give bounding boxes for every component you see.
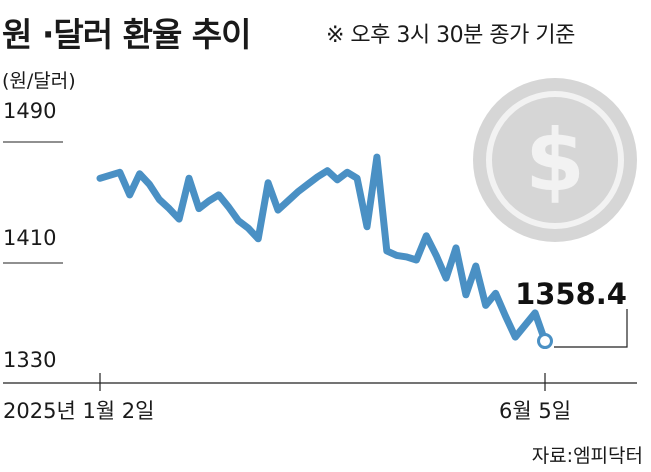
- y-tick-label: 1490: [3, 99, 57, 123]
- chart-title: 원 ·달러 환율 추이: [2, 15, 252, 54]
- svg-text:$: $: [525, 111, 585, 211]
- series-line: [96, 153, 549, 345]
- y-tick-label: 1410: [3, 226, 57, 250]
- series-points: [537, 333, 553, 350]
- x-tick-label-start: 2025년 1월 2일: [3, 399, 155, 423]
- x-tick-label-end: 6월 5일: [499, 399, 572, 423]
- dollar-coin-icon: $: [473, 78, 637, 242]
- last-value-label: 1358.4: [515, 277, 627, 311]
- callout-leader-line: [554, 309, 628, 348]
- chart-note: ※ 오후 3시 30분 종가 기준: [326, 23, 575, 48]
- last-data-point: [537, 333, 553, 350]
- y-tick-label: 1330: [3, 348, 57, 372]
- source-label: 자료:엠피닥터: [531, 445, 643, 467]
- y-axis-unit: (원/달러): [2, 70, 76, 92]
